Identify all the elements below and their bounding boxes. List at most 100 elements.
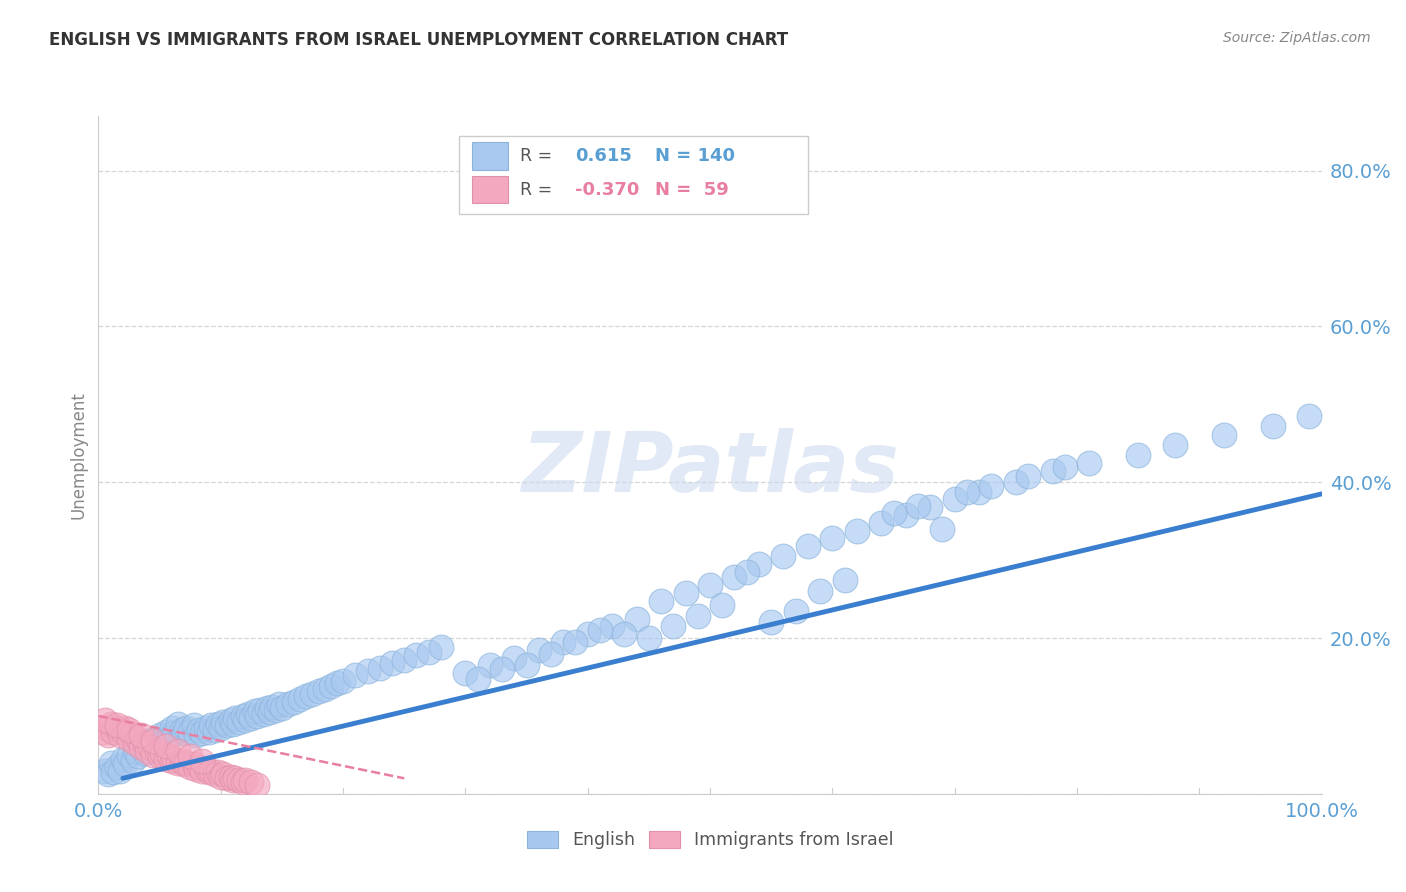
Point bbox=[150, 734, 173, 748]
Point bbox=[228, 772, 250, 787]
Point bbox=[381, 656, 404, 670]
Point bbox=[224, 710, 246, 724]
Point bbox=[686, 609, 709, 624]
Point bbox=[191, 726, 214, 740]
Point bbox=[105, 718, 128, 732]
Point bbox=[1042, 463, 1064, 477]
Point bbox=[246, 709, 269, 723]
Point bbox=[155, 752, 177, 766]
Point bbox=[870, 516, 893, 530]
Point bbox=[491, 662, 513, 676]
Point bbox=[236, 706, 259, 721]
Point bbox=[344, 668, 367, 682]
Point bbox=[515, 658, 537, 673]
Point bbox=[264, 703, 287, 717]
Point bbox=[1164, 438, 1187, 452]
Point bbox=[283, 695, 305, 709]
Point bbox=[97, 728, 120, 742]
Point bbox=[215, 718, 238, 732]
Point bbox=[105, 759, 128, 773]
Point bbox=[243, 704, 266, 718]
Point bbox=[772, 549, 794, 564]
Point bbox=[224, 772, 246, 786]
Point bbox=[173, 757, 195, 772]
Point bbox=[93, 713, 115, 727]
Point bbox=[262, 699, 284, 714]
Point bbox=[142, 732, 165, 747]
Point bbox=[232, 709, 254, 723]
Legend: English, Immigrants from Israel: English, Immigrants from Israel bbox=[520, 823, 900, 856]
Point bbox=[600, 619, 623, 633]
Point bbox=[186, 762, 208, 776]
Point bbox=[139, 740, 162, 755]
Point bbox=[256, 701, 278, 715]
Point bbox=[249, 703, 271, 717]
Point bbox=[222, 772, 245, 787]
Point bbox=[155, 724, 177, 739]
Point bbox=[478, 658, 501, 673]
Point bbox=[308, 684, 330, 698]
Point bbox=[187, 723, 209, 737]
Point bbox=[207, 716, 229, 731]
Point bbox=[1261, 419, 1284, 434]
Point bbox=[176, 721, 198, 735]
Point bbox=[157, 731, 180, 745]
Point bbox=[228, 715, 250, 730]
Point bbox=[100, 756, 122, 770]
Point bbox=[808, 584, 831, 599]
FancyBboxPatch shape bbox=[471, 143, 508, 169]
Point bbox=[167, 744, 190, 758]
Point bbox=[183, 718, 205, 732]
Point bbox=[195, 762, 218, 776]
Point bbox=[212, 767, 235, 781]
Text: N =  59: N = 59 bbox=[655, 181, 728, 199]
Point bbox=[233, 772, 256, 787]
Point bbox=[136, 744, 159, 758]
Point bbox=[149, 749, 172, 764]
Point bbox=[834, 573, 856, 587]
Point bbox=[160, 754, 183, 768]
Point bbox=[134, 736, 156, 750]
Text: R =: R = bbox=[520, 147, 558, 165]
Point bbox=[173, 726, 195, 740]
Point bbox=[894, 508, 917, 522]
Point bbox=[111, 724, 134, 739]
Point bbox=[589, 624, 612, 638]
Point bbox=[163, 752, 186, 766]
Point bbox=[883, 507, 905, 521]
Point bbox=[240, 775, 263, 789]
Point bbox=[176, 756, 198, 770]
Point bbox=[1053, 459, 1076, 474]
Point bbox=[675, 586, 697, 600]
Point bbox=[314, 681, 336, 696]
Point bbox=[105, 721, 128, 735]
Point bbox=[626, 611, 648, 625]
Point bbox=[127, 732, 149, 747]
Point bbox=[100, 716, 122, 731]
Point bbox=[1004, 475, 1026, 490]
Point bbox=[157, 749, 180, 764]
Point bbox=[845, 524, 868, 538]
Point bbox=[191, 754, 214, 768]
Point bbox=[170, 754, 193, 768]
Point bbox=[204, 723, 226, 737]
Point bbox=[232, 775, 254, 789]
Point bbox=[1078, 456, 1101, 470]
Point bbox=[183, 757, 205, 772]
Point bbox=[967, 484, 990, 499]
Point bbox=[204, 767, 226, 781]
Point bbox=[197, 724, 219, 739]
Point bbox=[564, 635, 586, 649]
Point bbox=[252, 707, 274, 722]
Point bbox=[129, 740, 152, 755]
Point bbox=[931, 522, 953, 536]
Point bbox=[295, 690, 318, 704]
Point bbox=[430, 640, 453, 655]
Point bbox=[160, 721, 183, 735]
Point bbox=[118, 732, 141, 747]
Point bbox=[110, 764, 132, 778]
Point bbox=[540, 647, 562, 661]
Point bbox=[195, 721, 218, 735]
Point bbox=[270, 701, 294, 715]
Point bbox=[129, 728, 152, 742]
